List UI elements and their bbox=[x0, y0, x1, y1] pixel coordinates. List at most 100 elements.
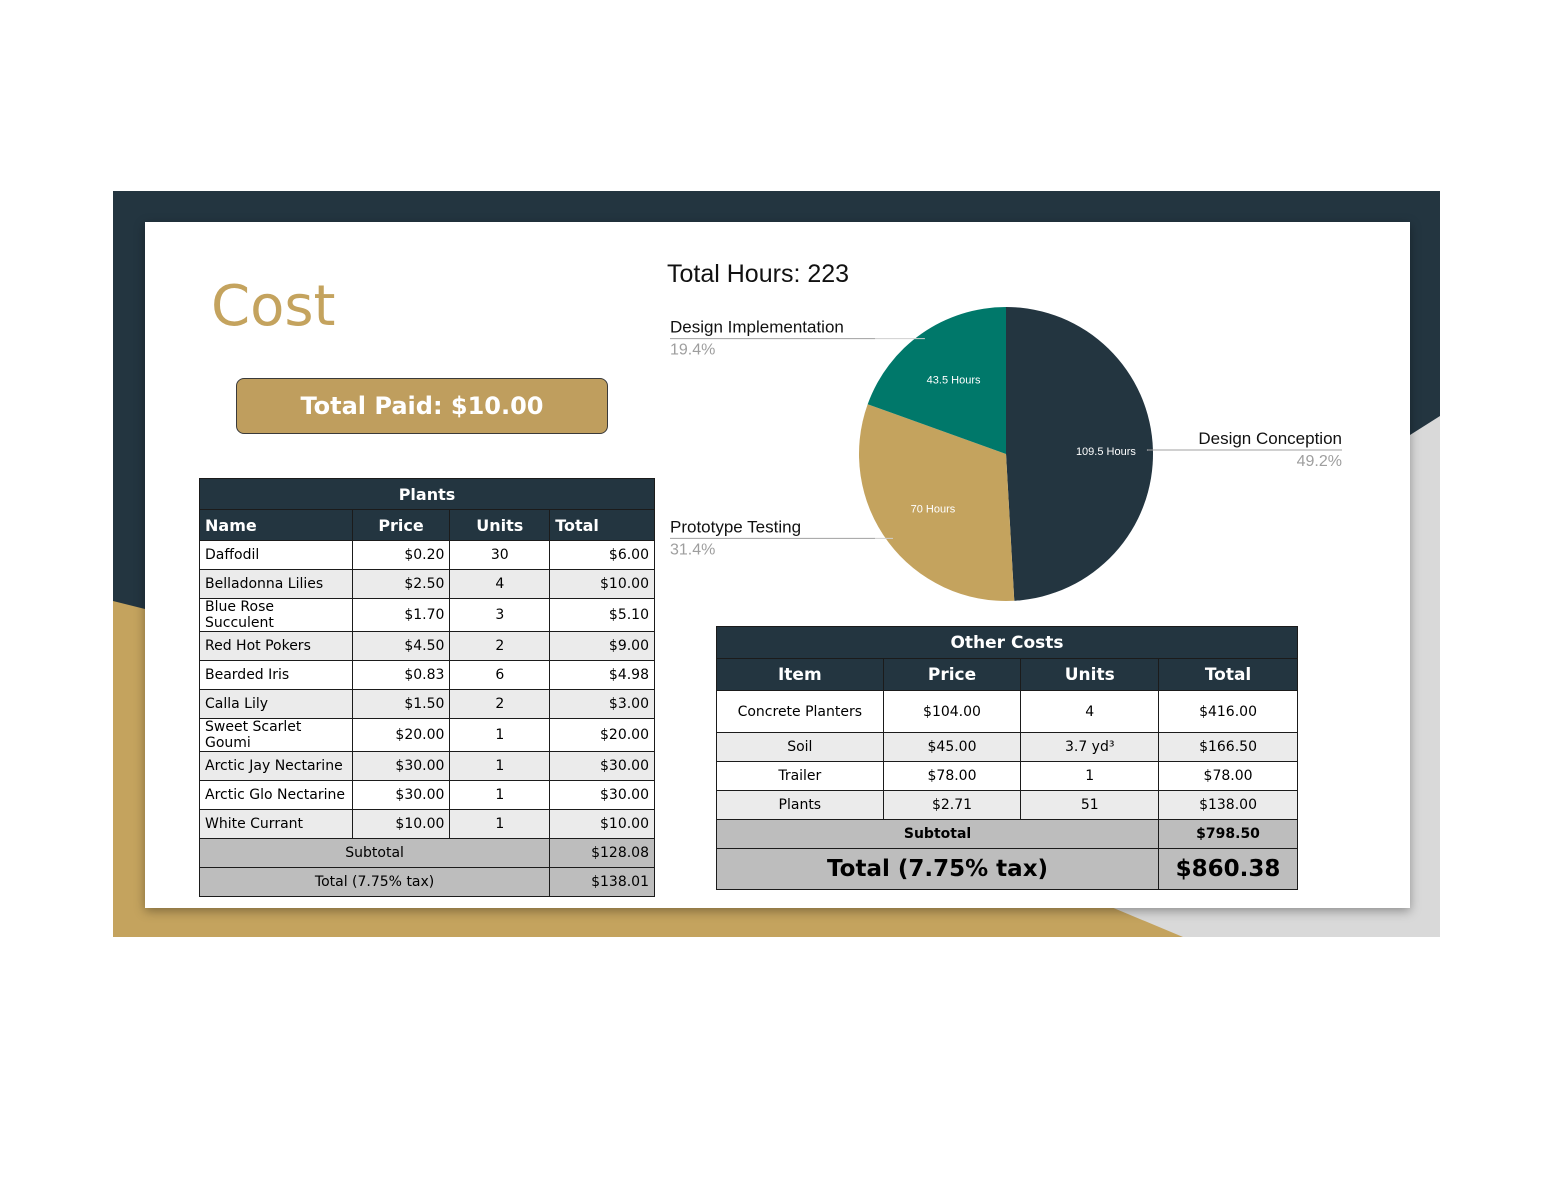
callout-percent-label: 49.2% bbox=[1297, 453, 1342, 470]
plants-cell-units: 4 bbox=[449, 569, 551, 599]
plants-cell-total: $3.00 bbox=[549, 689, 655, 719]
plants-cell-units: 3 bbox=[449, 598, 551, 632]
other-cell-item: Concrete Planters bbox=[716, 690, 884, 733]
plants-cell-total: $6.00 bbox=[549, 540, 655, 570]
plants-cell-name: White Currant bbox=[199, 809, 353, 839]
slide: Cost Total Paid: $10.00 Total Hours: 223… bbox=[113, 191, 1440, 937]
other-cell-total: $416.00 bbox=[1158, 690, 1298, 733]
plants-cell-name: Calla Lily bbox=[199, 689, 353, 719]
table-row: Arctic Glo Nectarine $30.00 1 $30.00 bbox=[199, 780, 655, 810]
hours-pie-chart: 109.5 Hours 70 Hours 43.5 Hours Design Conc… bbox=[670, 307, 1342, 601]
plants-cell-units: 2 bbox=[449, 631, 551, 661]
plants-cell-price: $30.00 bbox=[351, 751, 451, 781]
callout-category-label: Design Implementation bbox=[670, 318, 844, 337]
plants-cell-price: $1.50 bbox=[351, 689, 451, 719]
other-header-item: Item bbox=[716, 658, 884, 691]
table-row: White Currant $10.00 1 $10.00 bbox=[199, 809, 655, 839]
table-row: Calla Lily $1.50 2 $3.00 bbox=[199, 689, 655, 719]
content-card: Cost Total Paid: $10.00 Total Hours: 223… bbox=[145, 222, 1410, 908]
other-cell-total: $138.00 bbox=[1158, 790, 1298, 820]
table-row: Bearded Iris $0.83 6 $4.98 bbox=[199, 660, 655, 690]
plants-cell-units: 1 bbox=[449, 751, 551, 781]
other-total-label: Total (7.75% tax) bbox=[715, 848, 1160, 890]
other-cell-item: Plants bbox=[716, 790, 884, 820]
plants-cell-total: $10.00 bbox=[549, 809, 655, 839]
pie-value-label: 43.5 Hours bbox=[927, 374, 981, 386]
table-row: Sweet Scarlet Goumi $20.00 1 $20.00 bbox=[199, 718, 655, 752]
plants-cell-price: $0.83 bbox=[351, 660, 451, 690]
table-row: Blue Rose Succulent $1.70 3 $5.10 bbox=[199, 598, 655, 632]
plants-cell-price: $30.00 bbox=[351, 780, 451, 810]
other-costs-title: Other Costs bbox=[716, 626, 1298, 659]
other-subtotal-value: $798.50 bbox=[1158, 819, 1298, 849]
plants-header-name: Name bbox=[199, 509, 353, 541]
table-row: Belladonna Lilies $2.50 4 $10.00 bbox=[199, 569, 655, 599]
other-cell-total: $166.50 bbox=[1158, 732, 1298, 762]
plants-table: Plants Name Price Units Total Daffodil $0… bbox=[198, 478, 655, 897]
plants-total-value: $138.01 bbox=[549, 867, 655, 897]
chart-title: Total Hours: 223 bbox=[667, 260, 850, 288]
plants-cell-total: $10.00 bbox=[549, 569, 655, 599]
other-header-total: Total bbox=[1158, 658, 1298, 691]
other-header-price: Price bbox=[882, 658, 1022, 691]
plants-header-units: Units bbox=[449, 509, 551, 541]
other-subtotal-label: Subtotal bbox=[715, 819, 1160, 849]
pie-slice-prototype-testing bbox=[859, 404, 1015, 601]
other-total-value: $860.38 bbox=[1158, 848, 1298, 890]
pie-slice-design-conception bbox=[1006, 307, 1153, 601]
plants-cell-price: $20.00 bbox=[351, 718, 451, 752]
plants-header-price: Price bbox=[351, 509, 451, 541]
table-row: Daffodil $0.20 30 $6.00 bbox=[199, 540, 655, 570]
pie-value-label: 70 Hours bbox=[911, 504, 956, 516]
table-row: Red Hot Pokers $4.50 2 $9.00 bbox=[199, 631, 655, 661]
plants-subtotal-value: $128.08 bbox=[549, 838, 655, 868]
callout-category-label: Prototype Testing bbox=[670, 517, 801, 536]
pie-value-label: 109.5 Hours bbox=[1076, 446, 1136, 458]
plants-cell-units: 1 bbox=[449, 718, 551, 752]
other-cell-price: $45.00 bbox=[882, 732, 1022, 762]
plants-table-title: Plants bbox=[199, 478, 655, 510]
table-row: Trailer $78.00 1 $78.00 bbox=[716, 761, 1298, 791]
other-cell-total: $78.00 bbox=[1158, 761, 1298, 791]
plants-cell-name: Arctic Glo Nectarine bbox=[199, 780, 353, 810]
gray-right-shape bbox=[1410, 416, 1440, 937]
callout-category-label: Design Conception bbox=[1198, 429, 1342, 448]
plants-cell-name: Daffodil bbox=[199, 540, 353, 570]
other-cell-price: $78.00 bbox=[882, 761, 1022, 791]
other-cell-units: 4 bbox=[1020, 690, 1160, 733]
plants-cell-units: 6 bbox=[449, 660, 551, 690]
pie-slice-design-implementation bbox=[867, 307, 1006, 454]
plants-cell-price: $1.70 bbox=[351, 598, 451, 632]
plants-total-label: Total (7.75% tax) bbox=[198, 867, 551, 897]
other-cell-units: 51 bbox=[1020, 790, 1160, 820]
other-cell-item: Soil bbox=[716, 732, 884, 762]
other-cell-units: 1 bbox=[1020, 761, 1160, 791]
plants-cell-units: 2 bbox=[449, 689, 551, 719]
other-header-units: Units bbox=[1020, 658, 1160, 691]
table-row: Soil $45.00 3.7 yd³ $166.50 bbox=[716, 732, 1298, 762]
plants-cell-total: $20.00 bbox=[549, 718, 655, 752]
plants-cell-total: $30.00 bbox=[549, 751, 655, 781]
plants-cell-name: Bearded Iris bbox=[199, 660, 353, 690]
plants-cell-name: Blue Rose Succulent bbox=[199, 598, 353, 632]
other-cell-price: $2.71 bbox=[882, 790, 1022, 820]
plants-cell-name: Arctic Jay Nectarine bbox=[199, 751, 353, 781]
plants-cell-price: $2.50 bbox=[351, 569, 451, 599]
plants-cell-name: Red Hot Pokers bbox=[199, 631, 353, 661]
other-cell-price: $104.00 bbox=[882, 690, 1022, 733]
plants-cell-total: $9.00 bbox=[549, 631, 655, 661]
plants-cell-units: 1 bbox=[449, 780, 551, 810]
plants-cell-units: 1 bbox=[449, 809, 551, 839]
page-title: Cost bbox=[211, 274, 336, 339]
plants-cell-name: Sweet Scarlet Goumi bbox=[199, 718, 353, 752]
callout-percent-label: 31.4% bbox=[670, 541, 715, 558]
plants-cell-total: $5.10 bbox=[549, 598, 655, 632]
plants-cell-total: $4.98 bbox=[549, 660, 655, 690]
plants-cell-units: 30 bbox=[449, 540, 551, 570]
callout-percent-label: 19.4% bbox=[670, 342, 715, 359]
other-costs-table: Other Costs Item Price Units Total Concr… bbox=[715, 626, 1298, 890]
plants-cell-price: $10.00 bbox=[351, 809, 451, 839]
other-cell-item: Trailer bbox=[716, 761, 884, 791]
plants-header-total: Total bbox=[549, 509, 655, 541]
plants-cell-total: $30.00 bbox=[549, 780, 655, 810]
